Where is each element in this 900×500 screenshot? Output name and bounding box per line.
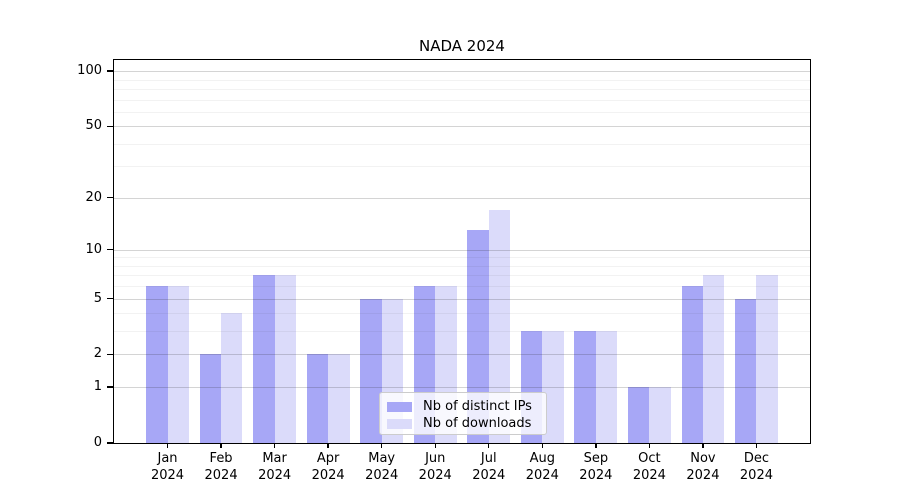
y-tick-label-50: 50 — [85, 118, 102, 134]
x-tick-apr — [327, 443, 329, 448]
x-tick-dec — [755, 443, 758, 448]
x-tick-label-jun: Jun 2024 — [418, 451, 452, 483]
y-tick-label-5: 5 — [93, 290, 102, 306]
y-tick-label-100: 100 — [77, 63, 102, 79]
y-tick-20 — [107, 197, 113, 199]
bar-downloads-feb — [221, 313, 243, 443]
x-tick-oct — [648, 443, 651, 448]
gridline-minor-8 — [114, 265, 810, 267]
y-tick-1 — [107, 386, 113, 388]
y-tick-0 — [107, 442, 113, 444]
x-tick-label-sep: Sep 2024 — [579, 451, 613, 483]
y-tick-100 — [107, 70, 113, 72]
x-tick-label-dec: Dec 2024 — [739, 451, 773, 483]
legend-swatch-ips — [387, 401, 412, 412]
y-tick-5 — [107, 297, 113, 300]
gridline-minor-7 — [114, 275, 810, 277]
x-tick-feb — [220, 443, 222, 448]
y-tick-2 — [107, 353, 113, 356]
x-tick-label-aug: Aug 2024 — [525, 451, 559, 483]
bar-ips-mar — [253, 275, 275, 443]
x-tick-label-oct: Oct 2024 — [632, 451, 666, 483]
bar-ips-jul — [467, 230, 489, 443]
gridline-major-2 — [114, 354, 810, 356]
x-tick-mar — [273, 443, 276, 448]
gridline-minor-40 — [114, 143, 810, 145]
x-tick-jul — [488, 443, 490, 448]
gridline-major-1 — [114, 387, 810, 389]
gridline-minor-30 — [114, 166, 810, 168]
gridline-major-10 — [114, 249, 810, 251]
x-tick-nov — [702, 443, 704, 448]
gridline-major-5 — [114, 298, 810, 300]
gridline-minor-70 — [114, 99, 810, 101]
legend-row: Nb of distinct IPs — [387, 398, 538, 415]
y-tick-label-10: 10 — [85, 241, 102, 257]
gridline-minor-60 — [114, 111, 810, 113]
plot-area: Nb of distinct IPs Nb of downloads — [113, 59, 811, 444]
x-tick-label-jul: Jul 2024 — [472, 451, 506, 483]
x-tick-jun — [434, 443, 436, 448]
gridline-minor-90 — [114, 79, 810, 81]
bar-downloads-mar — [274, 275, 297, 443]
x-tick-label-nov: Nov 2024 — [686, 451, 720, 483]
x-tick-may — [380, 443, 383, 448]
x-tick-label-apr: Apr 2024 — [311, 451, 345, 483]
x-tick-label-may: May 2024 — [365, 451, 399, 483]
bar-downloads-jul — [488, 210, 511, 443]
legend-label-downloads: Nb of downloads — [423, 416, 532, 431]
bar-ips-oct — [627, 387, 650, 443]
y-tick-label-1: 1 — [93, 379, 102, 395]
bar-ips-jan — [146, 286, 168, 443]
bar-ips-may — [360, 298, 382, 443]
bar-downloads-jan — [167, 286, 189, 443]
bar-downloads-sep — [595, 331, 618, 443]
legend-swatch-downloads — [387, 418, 412, 429]
legend-row: Nb of downloads — [387, 415, 538, 432]
legend-label-ips: Nb of distinct IPs — [423, 399, 532, 414]
x-tick-label-mar: Mar 2024 — [258, 451, 292, 483]
y-tick-label-0: 0 — [93, 435, 102, 450]
gridline-major-50 — [114, 126, 810, 128]
gridline-minor-4 — [114, 313, 810, 315]
bar-downloads-oct — [649, 387, 671, 443]
bar-downloads-apr — [328, 354, 350, 443]
chart-title: NADA 2024 — [419, 37, 505, 55]
y-tick-label-20: 20 — [85, 189, 102, 205]
x-tick-label-jan: Jan 2024 — [150, 451, 185, 483]
bar-ips-sep — [574, 331, 596, 443]
y-tick-label-2: 2 — [93, 346, 102, 362]
bar-ips-nov — [681, 286, 703, 443]
x-tick-label-feb: Feb 2024 — [204, 451, 238, 483]
bar-downloads-dec — [756, 275, 778, 443]
x-tick-jan — [166, 443, 169, 448]
gridline-minor-9 — [114, 257, 810, 259]
bar-downloads-nov — [702, 275, 725, 443]
gridline-minor-6 — [114, 286, 810, 288]
bar-downloads-aug — [542, 331, 564, 443]
x-tick-aug — [541, 443, 543, 448]
bar-ips-apr — [306, 354, 329, 443]
gridline-minor-3 — [114, 331, 810, 333]
x-tick-sep — [595, 443, 597, 448]
bar-ips-dec — [735, 298, 757, 443]
gridline-major-20 — [114, 197, 810, 199]
legend: Nb of distinct IPs Nb of downloads — [379, 392, 547, 435]
y-tick-10 — [107, 249, 113, 251]
bar-ips-feb — [199, 354, 222, 443]
gridline-major-100 — [114, 71, 810, 73]
y-tick-50 — [107, 125, 113, 127]
gridline-minor-80 — [114, 88, 810, 90]
